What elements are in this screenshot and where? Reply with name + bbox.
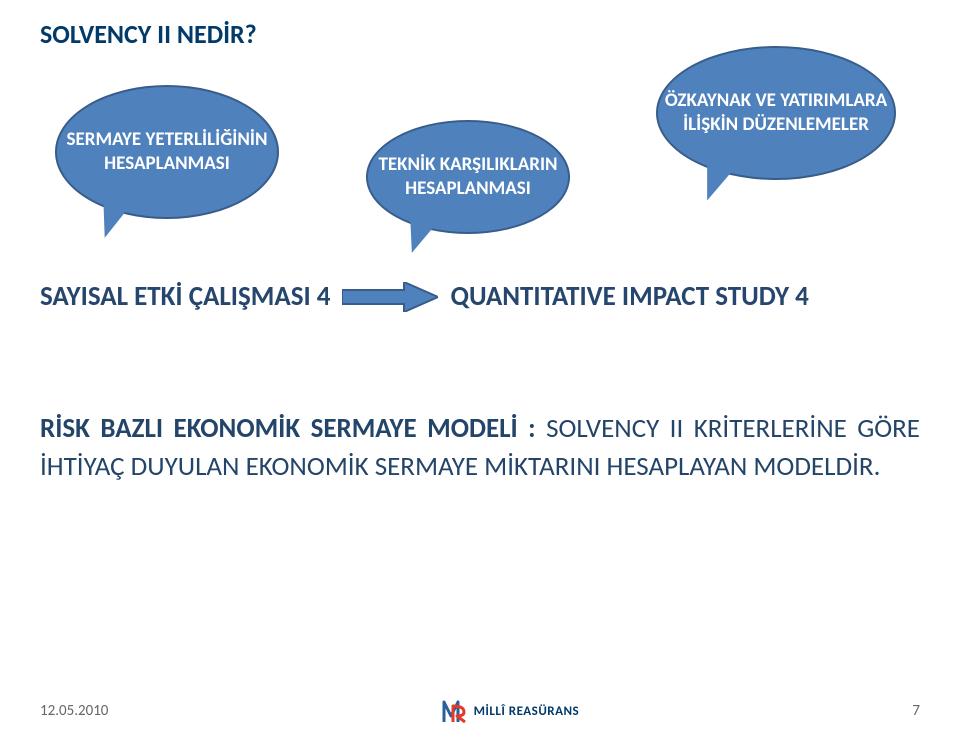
footer-date: 12.05.2010 [40,702,108,720]
row-left-label: SAYISAL ETKİ ÇALIŞMASI 4 [40,280,330,313]
footer: 12.05.2010 MİLLÎ REASÜRANS 7 [40,698,920,724]
bubble-equity-investments: ÖZKAYNAK VE YATIRIMLARA İLİŞKİN DÜZENLEM… [656,46,896,180]
body-paragraph: RİSK BAZLI EKONOMİK SERMAYE MODELİ : SOL… [40,410,920,486]
logo: MİLLÎ REASÜRANS [442,698,580,724]
row-right-label: QUANTITATIVE IMPACT STUDY 4 [450,280,808,313]
arrow-right-icon [342,282,438,312]
arrow-shape [342,282,438,312]
logo-text: MİLLÎ REASÜRANS [474,704,580,719]
bubble-capital-adequacy: SERMAYE YETERLİLİĞİNİN HESAPLANMASI [55,85,279,219]
bubble-capital-adequacy-label: SERMAYE YETERLİLİĞİNİN HESAPLANMASI [57,128,277,176]
qis-row: SAYISAL ETKİ ÇALIŞMASI 4 QUANTITATIVE IM… [40,280,920,313]
page-title: SOLVENCY II NEDİR? [40,18,257,50]
page-number: 7 [912,702,920,720]
bubble-technical-provisions: TEKNİK KARŞILIKLARIN HESAPLANMASI [366,120,570,234]
bubble-equity-investments-label: ÖZKAYNAK VE YATIRIMLARA İLİŞKİN DÜZENLEM… [658,89,894,137]
logo-icon [442,698,468,724]
bubble-technical-provisions-label: TEKNİK KARŞILIKLARIN HESAPLANMASI [368,153,568,201]
body-bold: RİSK BAZLI EKONOMİK SERMAYE MODELİ : [40,412,536,445]
